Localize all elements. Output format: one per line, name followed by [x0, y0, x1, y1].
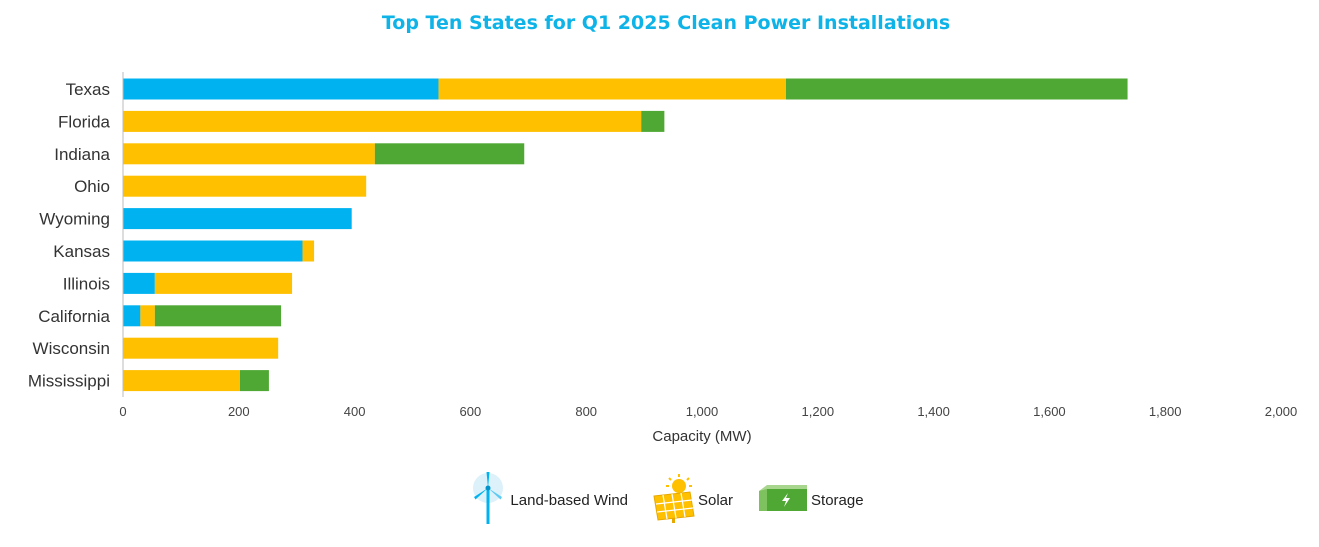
- bar-wind: [123, 240, 303, 262]
- bar-solar: [123, 370, 240, 392]
- x-tick-label: 800: [575, 404, 597, 419]
- bar-solar: [438, 78, 786, 100]
- bar-wind: [123, 272, 155, 294]
- category-label: Florida: [58, 112, 111, 131]
- x-tick-label: 2,000: [1265, 404, 1298, 419]
- category-label: Ohio: [74, 177, 110, 196]
- category-label: Illinois: [63, 274, 110, 293]
- legend: Land-based Wind: [0, 470, 1319, 530]
- bar-solar: [123, 337, 279, 359]
- x-tick-label: 200: [228, 404, 250, 419]
- solar-panel-icon: [650, 472, 696, 529]
- category-label: Wisconsin: [33, 339, 110, 358]
- category-labels: Texas Florida Indiana Ohio Wyoming Kansas Illi…: [28, 80, 111, 391]
- x-tick-label: 400: [344, 404, 366, 419]
- bar-wind: [123, 208, 352, 230]
- category-label: California: [38, 307, 110, 326]
- bar-solar: [154, 272, 293, 294]
- chart-plot: Texas Florida Indiana Ohio Wyoming Kansas Illi…: [28, 72, 1297, 445]
- legend-item-solar: Solar: [650, 472, 733, 529]
- x-tick-labels: 0 200 400 600 800 1,000 1,200 1,400 1,600 1,800 2,…: [119, 404, 1297, 419]
- x-axis-title: Capacity (MW): [652, 428, 751, 445]
- bar-wind: [123, 78, 439, 100]
- bar-storage: [785, 78, 1128, 100]
- x-tick-label: 1,800: [1149, 404, 1182, 419]
- bar-storage: [374, 143, 525, 165]
- bar-solar: [140, 305, 155, 327]
- bar-solar: [123, 110, 642, 132]
- bar-storage: [239, 370, 269, 392]
- category-label: Mississippi: [28, 372, 110, 391]
- bar-solar: [123, 175, 367, 197]
- legend-label-solar: Solar: [698, 491, 734, 509]
- x-tick-label: 1,600: [1033, 404, 1066, 419]
- bar-solar: [123, 143, 375, 165]
- chart-title: Top Ten States for Q1 2025 Clean Power I…: [381, 12, 951, 34]
- legend-label-wind: Land-based Wind: [510, 491, 628, 509]
- category-label: Wyoming: [39, 210, 110, 229]
- category-label: Kansas: [53, 242, 110, 261]
- category-label: Texas: [66, 80, 110, 99]
- wind-turbine-icon: [468, 470, 508, 531]
- category-label: Indiana: [54, 145, 110, 164]
- bar-storage: [641, 110, 665, 132]
- bar-wind: [123, 305, 141, 327]
- legend-item-wind: Land-based Wind: [468, 470, 628, 531]
- bar-solar: [302, 240, 315, 262]
- x-tick-label: 1,400: [917, 404, 950, 419]
- battery-icon: [757, 483, 809, 518]
- x-tick-label: 1,200: [802, 404, 835, 419]
- bar-storage: [154, 305, 282, 327]
- legend-item-storage: Storage: [757, 483, 864, 518]
- legend-label-storage: Storage: [811, 491, 864, 509]
- x-tick-label: 600: [460, 404, 482, 419]
- x-tick-label: 1,000: [686, 404, 719, 419]
- bars-layer: [123, 78, 1128, 392]
- x-tick-label: 0: [119, 404, 126, 419]
